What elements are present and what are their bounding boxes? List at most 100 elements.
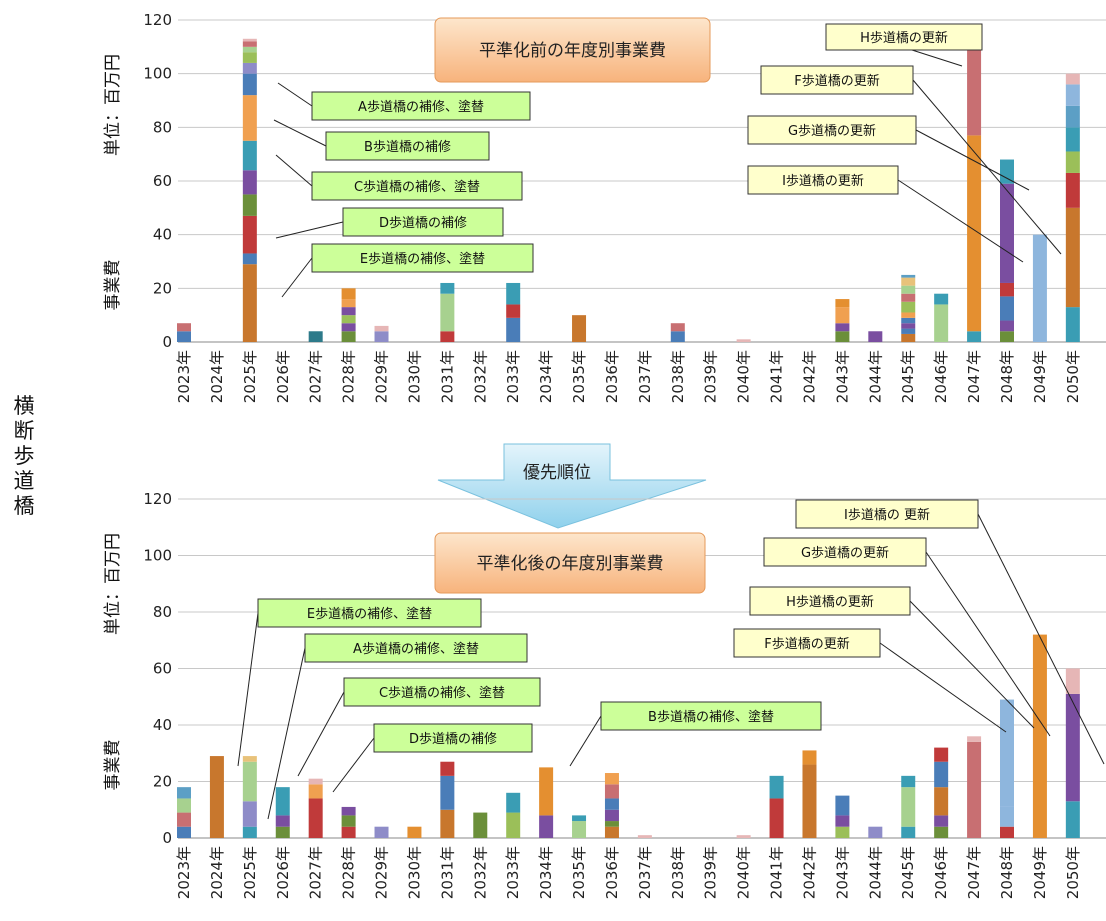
x-tick-label: 2029年 — [373, 846, 391, 899]
bar-segment — [967, 736, 982, 742]
x-tick-label: 2027年 — [307, 846, 325, 899]
bar-segment — [901, 317, 916, 324]
bar-segment — [177, 826, 191, 838]
y-tick-label: 20 — [153, 773, 172, 791]
bar-segment — [604, 784, 619, 799]
bar-segment — [341, 288, 356, 300]
bar-segment — [835, 826, 850, 838]
y-tick-label: 100 — [143, 547, 172, 565]
bar-segment — [604, 809, 619, 822]
annotation-leader-line — [275, 154, 313, 187]
x-tick-label: 2040年 — [735, 846, 753, 899]
y-tick-label: 100 — [143, 65, 172, 83]
bar-segment — [967, 331, 982, 342]
x-tick-label: 2034年 — [537, 350, 555, 403]
bar-segment — [868, 826, 883, 838]
bar-segment — [901, 775, 916, 788]
x-tick-label: 2028年 — [340, 350, 358, 403]
bar-segment — [506, 317, 521, 342]
bar-segment — [901, 293, 916, 302]
annotation-leader-line — [879, 642, 1007, 733]
y-tick-label: 120 — [143, 490, 172, 508]
bar-segment — [341, 806, 356, 816]
bar-segment — [341, 307, 356, 316]
bar-segment — [901, 312, 916, 318]
x-tick-label: 2032年 — [471, 846, 489, 899]
x-tick-label: 2036年 — [603, 350, 621, 403]
bar-segment — [539, 767, 554, 816]
annotation-box — [733, 628, 881, 658]
x-tick-label: 2045年 — [899, 846, 917, 899]
bar-segment — [242, 95, 257, 141]
annotation-label: E歩道橋の補修、塗替 — [360, 251, 485, 267]
annotation-label: D歩道橋の補修 — [409, 732, 497, 747]
y-tick-label: 80 — [153, 603, 172, 621]
bar-segment — [769, 775, 784, 799]
bar-segment — [934, 761, 949, 788]
annotation-box — [373, 723, 533, 753]
x-tick-label: 2049年 — [1031, 846, 1049, 899]
bar-segment — [1032, 634, 1047, 838]
annotation-label: E歩道橋の補修、塗替 — [307, 606, 432, 622]
bar-segment — [604, 821, 619, 827]
y-tick-label: 20 — [153, 279, 172, 297]
annotation-label: H歩道橋の更新 — [860, 30, 948, 46]
bar-segment — [934, 293, 949, 305]
bar-segment — [1000, 806, 1014, 827]
bar-segment — [1000, 296, 1014, 321]
y-tick-label: 60 — [153, 172, 172, 190]
annotation-leader-line — [569, 715, 602, 767]
chart-title: 平準化前の年度別事業費 — [479, 41, 666, 61]
x-tick-label: 2027年 — [307, 350, 325, 403]
bar-segment — [341, 299, 356, 308]
bar-segment — [868, 331, 883, 342]
bar-segment — [440, 282, 455, 294]
bar-segment — [637, 835, 652, 838]
chart-title-box — [434, 17, 711, 83]
bar-segment — [835, 299, 850, 308]
annotation-label: B歩道橋の補修 — [364, 140, 451, 155]
bar-segment — [374, 826, 389, 838]
bar-segment — [967, 135, 982, 332]
annotation-label: A歩道橋の補修、塗替 — [353, 641, 479, 657]
y-tick-label: 40 — [153, 226, 172, 244]
bar-segment — [506, 812, 521, 838]
x-tick-label: 2045年 — [899, 350, 917, 403]
bar-segment — [242, 253, 257, 265]
x-tick-label: 2046年 — [932, 350, 950, 403]
bar-segment — [440, 293, 455, 332]
bar-segment — [275, 826, 290, 838]
annotation-box — [311, 171, 523, 201]
x-tick-label: 2043年 — [833, 350, 851, 403]
annotation-leader-line — [915, 129, 1030, 191]
x-tick-label: 2049年 — [1031, 350, 1049, 403]
bar-segment — [1065, 105, 1080, 128]
bar-segment — [835, 307, 850, 324]
x-tick-label: 2025年 — [241, 350, 259, 403]
bar-segment — [242, 801, 257, 827]
bar-segment — [341, 315, 356, 324]
bar-segment — [308, 798, 323, 838]
x-tick-label: 2038年 — [669, 350, 687, 403]
x-tick-label: 2037年 — [636, 350, 654, 403]
bar-segment — [736, 835, 751, 838]
annotation-box — [760, 65, 914, 95]
x-tick-label: 2044年 — [866, 350, 884, 403]
x-tick-label: 2026年 — [274, 350, 292, 403]
x-tick-label: 2032年 — [471, 350, 489, 403]
annotation-box — [311, 243, 534, 273]
annotation-label: F歩道橋の更新 — [764, 636, 849, 652]
bar-segment — [440, 331, 455, 342]
bar-segment — [242, 73, 257, 96]
x-tick-label: 2030年 — [405, 846, 423, 899]
bar-segment — [177, 787, 191, 799]
chart-title: 平準化後の年度別事業費 — [477, 554, 664, 574]
x-tick-label: 2025年 — [241, 846, 259, 899]
annotation-box — [600, 701, 822, 731]
bar-segment — [209, 756, 224, 838]
bar-segment — [901, 301, 916, 313]
x-tick-label: 2024年 — [208, 350, 226, 403]
bar-segment — [1000, 826, 1014, 838]
